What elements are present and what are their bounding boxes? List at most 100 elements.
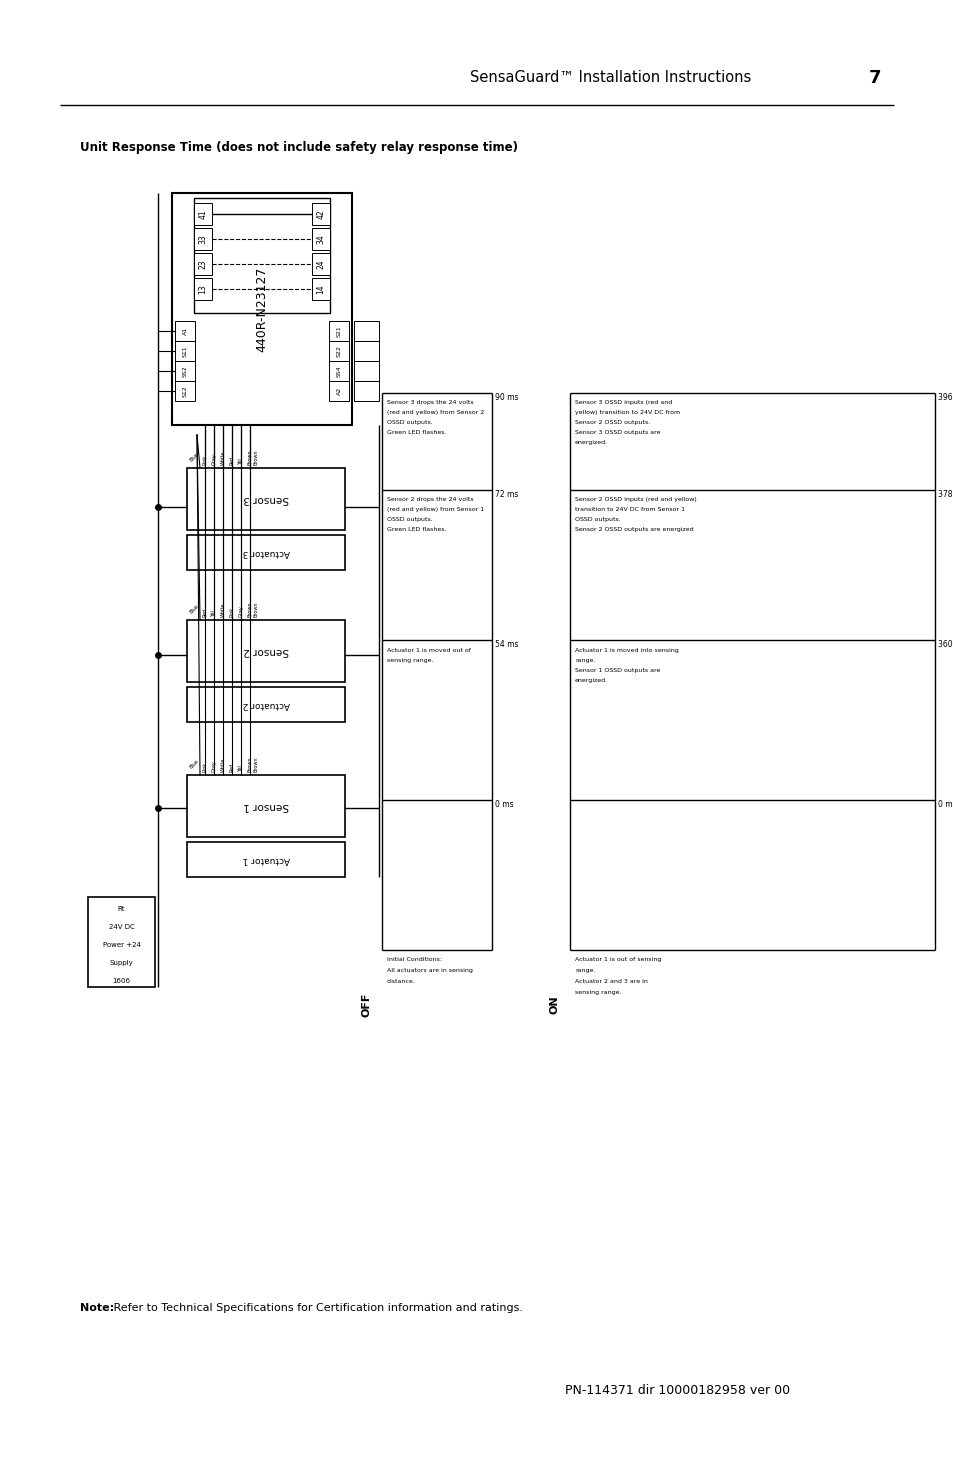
Text: 7: 7	[868, 69, 881, 87]
Text: Blue: Blue	[188, 451, 199, 463]
Bar	[193, 254, 212, 274]
Text: range.: range.	[575, 968, 595, 974]
Text: SS2: SS2	[182, 366, 188, 378]
Text: Brown: Brown	[247, 757, 253, 771]
Text: 23: 23	[198, 260, 208, 268]
Text: (red and yellow) from Sensor 2: (red and yellow) from Sensor 2	[387, 410, 484, 414]
Text: Initial Conditions:: Initial Conditions:	[387, 957, 441, 962]
Text: OSSD outputs.: OSSD outputs.	[575, 518, 620, 522]
Text: Actuator 1 is out of sensing: Actuator 1 is out of sensing	[575, 957, 660, 962]
Text: Refer to Technical Specifications for Certification information and ratings.: Refer to Technical Specifications for Ce…	[110, 1302, 522, 1313]
Bar	[174, 361, 194, 381]
Bar	[312, 277, 330, 299]
Text: Green LED flashes.: Green LED flashes.	[387, 431, 446, 435]
Text: Blue: Blue	[188, 603, 199, 615]
Text: 13: 13	[198, 285, 208, 294]
Text: Yel: Yel	[238, 459, 243, 465]
Text: Brown: Brown	[253, 757, 257, 771]
Text: S21: S21	[336, 324, 341, 336]
Bar	[174, 322, 194, 341]
Text: Brown: Brown	[253, 602, 257, 617]
Text: 440R-N23127: 440R-N23127	[255, 267, 268, 351]
Text: Blue: Blue	[188, 758, 199, 770]
Text: Pink: Pink	[230, 606, 234, 617]
Text: 34: 34	[316, 235, 325, 243]
Text: S22: S22	[336, 345, 341, 357]
Text: SS4: SS4	[336, 366, 341, 378]
Text: Sensor 2: Sensor 2	[243, 646, 289, 656]
Text: ON: ON	[550, 996, 559, 1015]
Text: Sensor 2 OSSD outputs are energized: Sensor 2 OSSD outputs are energized	[575, 527, 693, 532]
Text: Gray: Gray	[238, 605, 243, 617]
Bar	[312, 204, 330, 226]
Text: distance.: distance.	[387, 979, 416, 984]
Bar	[187, 620, 345, 681]
Text: 0 ms: 0 ms	[937, 799, 953, 808]
Text: 14: 14	[316, 285, 325, 294]
Bar	[193, 204, 212, 226]
Text: OSSD outputs.: OSSD outputs.	[387, 518, 433, 522]
Text: White: White	[220, 758, 225, 771]
Text: yellow) transition to 24V DC from: yellow) transition to 24V DC from	[575, 410, 679, 414]
Text: 396 ms: 396 ms	[937, 392, 953, 403]
Text: S12: S12	[182, 385, 188, 397]
Text: White: White	[220, 451, 225, 465]
Bar	[193, 198, 330, 313]
Text: Sensor 3 drops the 24 volts: Sensor 3 drops the 24 volts	[387, 400, 473, 406]
Text: Supply: Supply	[110, 960, 133, 966]
Text: Sensor 2 drops the 24 volts: Sensor 2 drops the 24 volts	[387, 497, 473, 502]
Bar	[354, 341, 378, 361]
Bar	[187, 842, 345, 878]
Text: 42: 42	[316, 209, 325, 218]
Text: Power +24: Power +24	[103, 943, 140, 948]
Text: 90 ms: 90 ms	[495, 392, 518, 403]
Text: energized.: energized.	[575, 440, 607, 445]
Text: Actuator 2 and 3 are in: Actuator 2 and 3 are in	[575, 979, 647, 984]
Bar	[187, 774, 345, 836]
Text: Sensor 3 OSSD outputs are: Sensor 3 OSSD outputs are	[575, 431, 659, 435]
Text: Sensor 1 OSSD outputs are: Sensor 1 OSSD outputs are	[575, 668, 659, 673]
Text: sensing range.: sensing range.	[575, 990, 620, 996]
Text: A1: A1	[182, 327, 188, 335]
Bar	[88, 897, 154, 987]
Text: OFF: OFF	[361, 993, 372, 1018]
Bar	[187, 687, 345, 721]
Text: sensing range.: sensing range.	[387, 658, 433, 662]
Bar	[354, 361, 378, 381]
Bar	[193, 277, 212, 299]
Text: (red and yellow) from Sensor 1: (red and yellow) from Sensor 1	[387, 507, 483, 512]
Text: Green LED flashes.: Green LED flashes.	[387, 527, 446, 532]
Text: Gray: Gray	[212, 760, 216, 771]
Text: Pink: Pink	[202, 763, 208, 771]
Text: All actuators are in sensing: All actuators are in sensing	[387, 968, 473, 974]
Text: 0 ms: 0 ms	[495, 799, 513, 808]
Bar	[329, 361, 349, 381]
Bar	[354, 381, 378, 401]
Bar	[187, 535, 345, 569]
Text: Yel: Yel	[238, 766, 243, 771]
Text: Pink: Pink	[202, 454, 208, 465]
Bar	[193, 229, 212, 249]
Text: Sensor 3: Sensor 3	[243, 494, 289, 504]
Bar	[312, 254, 330, 274]
Text: Red: Red	[230, 763, 234, 771]
Bar	[174, 341, 194, 361]
Text: Gray: Gray	[212, 453, 216, 465]
Text: 24V DC: 24V DC	[109, 923, 134, 931]
Text: 54 ms: 54 ms	[495, 640, 518, 649]
Text: Sensor 2 OSSD outputs.: Sensor 2 OSSD outputs.	[575, 420, 650, 425]
Bar	[329, 322, 349, 341]
Text: 24: 24	[316, 260, 325, 268]
Text: Brown: Brown	[247, 450, 253, 465]
Text: 360 ms: 360 ms	[937, 640, 953, 649]
Text: Actuator 3: Actuator 3	[242, 549, 290, 558]
Text: Unit Response Time (does not include safety relay response time): Unit Response Time (does not include saf…	[80, 142, 517, 155]
Text: Brown: Brown	[247, 602, 253, 617]
Text: White: White	[220, 603, 225, 617]
Text: Actuator 1 is moved into sensing: Actuator 1 is moved into sensing	[575, 648, 678, 653]
Text: 1606: 1606	[112, 978, 131, 984]
Text: 33: 33	[198, 235, 208, 243]
Bar	[187, 468, 345, 530]
Text: PN-114371 dir 10000182958 ver 00: PN-114371 dir 10000182958 ver 00	[564, 1384, 789, 1397]
Bar	[329, 341, 349, 361]
